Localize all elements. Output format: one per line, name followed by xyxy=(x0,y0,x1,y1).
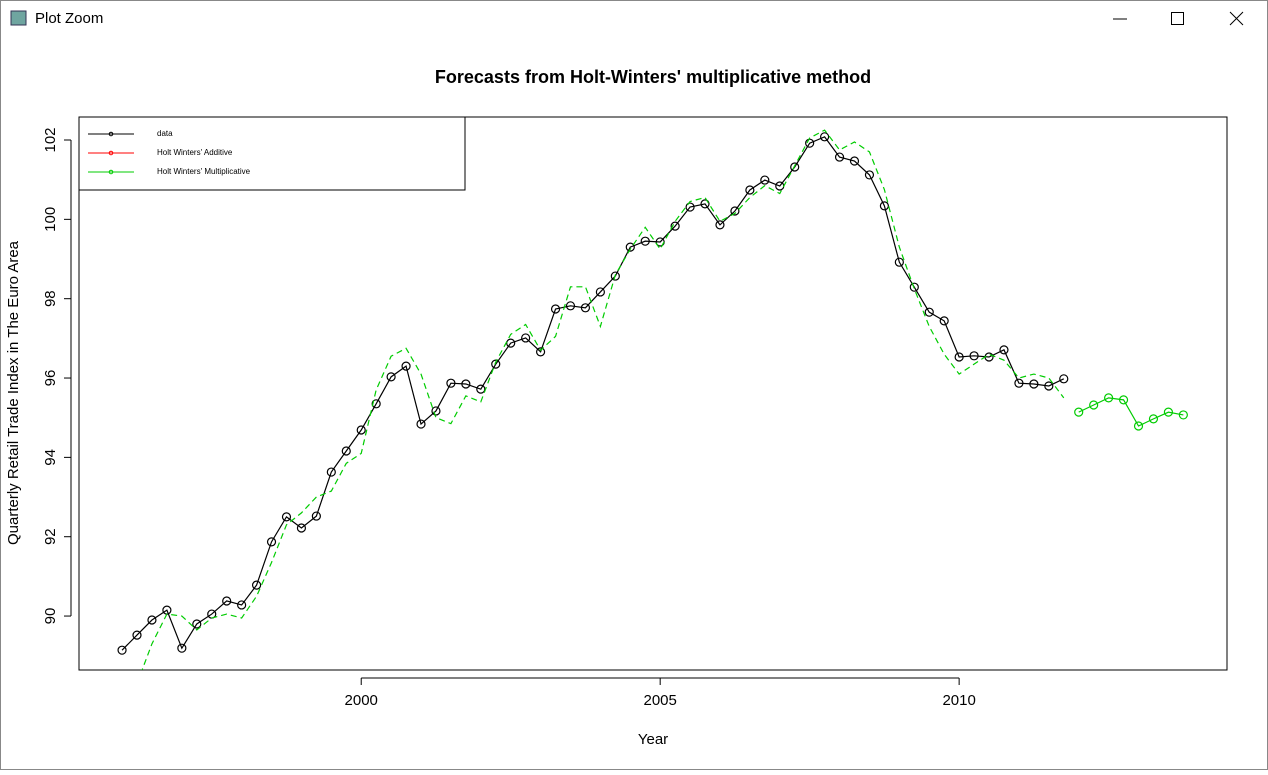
legend-label: Holt Winters' Multiplicative xyxy=(157,167,251,176)
data-point xyxy=(311,511,321,521)
data-point xyxy=(700,199,710,209)
data-point xyxy=(924,307,934,317)
data-point xyxy=(132,630,142,640)
data-point xyxy=(640,236,650,246)
data-point xyxy=(386,372,396,382)
data-point xyxy=(326,467,336,477)
data-point xyxy=(550,304,561,314)
data-point xyxy=(521,333,531,343)
data-point xyxy=(371,399,381,409)
y-axis-label: Quarterly Retail Trade Index in The Euro… xyxy=(5,240,22,545)
data-point xyxy=(879,201,889,211)
data-point xyxy=(1104,393,1114,403)
window-title: Plot Zoom xyxy=(35,10,103,27)
data-point xyxy=(192,619,202,629)
data-point xyxy=(341,446,351,456)
data-point xyxy=(909,282,919,292)
data-point xyxy=(715,220,725,230)
y-tick-label: 94 xyxy=(42,449,59,466)
legend-box xyxy=(78,116,466,191)
data-point xyxy=(760,175,770,185)
data-point xyxy=(177,643,187,653)
data-point xyxy=(446,378,456,388)
data-point xyxy=(251,580,262,590)
data-point xyxy=(565,301,576,311)
data-point xyxy=(685,202,695,212)
data-point xyxy=(506,338,516,348)
data-point xyxy=(969,351,979,361)
maximize-button[interactable] xyxy=(1152,2,1202,36)
x-tick-label: 2005 xyxy=(643,692,676,709)
data-point xyxy=(610,271,620,281)
legend-marker xyxy=(108,150,114,156)
data-point xyxy=(401,361,411,371)
data-point xyxy=(1178,410,1188,420)
data-point xyxy=(820,132,830,142)
data-point xyxy=(625,242,635,252)
data-point xyxy=(730,206,740,216)
data-point xyxy=(999,345,1009,355)
data-point xyxy=(790,162,800,172)
data-point xyxy=(1118,395,1129,405)
data-point xyxy=(416,419,426,429)
series-line xyxy=(1078,397,1184,427)
data-point xyxy=(461,379,471,389)
y-tick-label: 100 xyxy=(42,207,59,232)
data-point xyxy=(281,512,292,522)
data-point xyxy=(491,359,501,369)
data-point xyxy=(939,316,949,326)
y-tick-label: 92 xyxy=(42,528,59,545)
data-point xyxy=(894,257,904,267)
legend-marker xyxy=(108,131,114,137)
data-point xyxy=(147,615,157,625)
y-tick-label: 90 xyxy=(42,608,59,625)
x-tick-label: 2000 xyxy=(345,692,378,709)
legend-marker xyxy=(108,169,114,175)
data-point xyxy=(1148,414,1159,424)
series-line xyxy=(141,129,1065,670)
data-point xyxy=(222,596,232,606)
data-point xyxy=(834,152,845,162)
data-point xyxy=(1133,421,1144,431)
data-point xyxy=(356,425,366,435)
y-tick-label: 102 xyxy=(42,127,59,152)
data-point xyxy=(476,384,486,394)
x-axis-label: Year xyxy=(638,731,668,748)
data-point xyxy=(864,170,875,180)
chart-title: Forecasts from Holt-Winters' multiplicat… xyxy=(435,67,871,87)
legend-label: Holt Winters' Additive xyxy=(157,148,233,157)
data-point xyxy=(1029,379,1039,389)
plot-box xyxy=(78,116,1228,671)
data-point xyxy=(1014,378,1024,388)
data-point xyxy=(431,406,441,416)
data-point xyxy=(1089,400,1099,410)
app-icon xyxy=(10,10,27,26)
close-button[interactable] xyxy=(1210,2,1262,36)
data-point xyxy=(535,347,546,357)
series-line xyxy=(121,136,1065,651)
data-point xyxy=(670,221,680,231)
data-point xyxy=(237,600,247,610)
y-tick-label: 98 xyxy=(42,290,59,307)
data-point xyxy=(595,287,605,297)
data-point xyxy=(849,156,860,166)
data-point xyxy=(954,352,964,362)
data-point xyxy=(1059,374,1069,384)
data-point xyxy=(296,523,307,533)
x-tick-label: 2010 xyxy=(942,692,975,709)
data-point xyxy=(745,185,755,195)
minimize-button[interactable] xyxy=(1096,2,1142,36)
plot-area xyxy=(117,129,1188,670)
legend-label: data xyxy=(157,129,173,138)
data-point xyxy=(1044,381,1054,391)
data-point xyxy=(117,645,127,655)
data-point xyxy=(1163,407,1174,417)
data-point xyxy=(580,303,591,313)
data-point xyxy=(266,537,277,547)
y-tick-label: 96 xyxy=(42,370,59,387)
data-point xyxy=(1074,407,1084,417)
